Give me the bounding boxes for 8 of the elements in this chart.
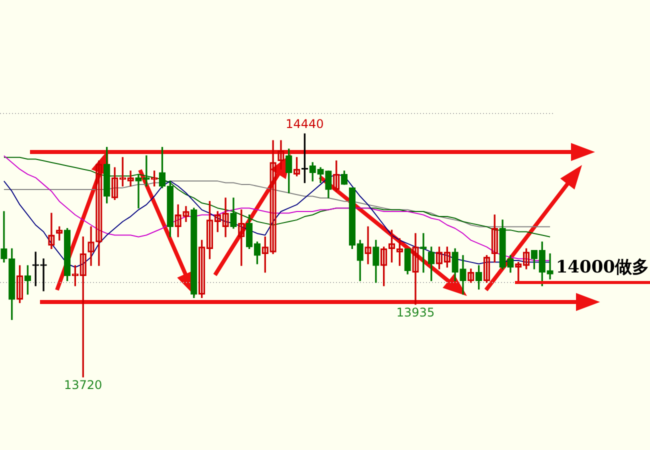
annotation: 13935 — [396, 306, 435, 320]
candlestick — [0, 211, 8, 263]
candlestick — [546, 253, 554, 280]
candlestick — [135, 174, 142, 208]
annotation: 14440 — [286, 116, 324, 131]
ref-line-label: 14000做多 — [556, 257, 649, 278]
annotation: 13720 — [64, 378, 102, 392]
candlestick — [40, 258, 47, 292]
